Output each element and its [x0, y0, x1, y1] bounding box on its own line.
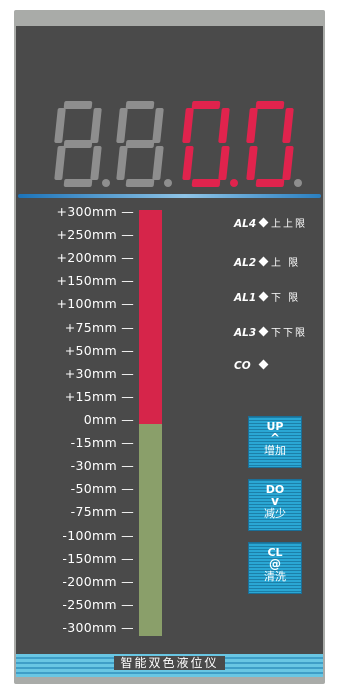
segment-e [116, 146, 128, 180]
segment-c [218, 146, 230, 180]
scale-label: +50mm — [64, 342, 134, 358]
alarm-code: AL4 [234, 218, 257, 230]
scale-label: -300mm — [62, 620, 134, 635]
alarm-code: CO [234, 360, 251, 372]
up-button-code: UP [266, 420, 284, 433]
alarm-al2: AL2 上 限 [234, 254, 300, 270]
up-button-label: 增加 [264, 444, 286, 457]
seven-segment-display [54, 101, 316, 191]
segment-f [182, 108, 194, 143]
digit-4 [246, 101, 302, 187]
digit-2 [116, 101, 172, 187]
segment-b [152, 108, 164, 143]
segment-a [255, 101, 285, 109]
segment-d [191, 179, 221, 187]
scale-label: +200mm — [56, 250, 134, 266]
scale-label: -250mm — [62, 596, 134, 612]
scale-label: 0mm — [83, 412, 134, 427]
device-title: 智能双色液位仪 [16, 656, 323, 670]
down-decrease-button[interactable]: DO v 减少 [248, 479, 302, 531]
decimal-point [230, 179, 238, 187]
clean-button[interactable]: CL @ 清洗 [248, 542, 302, 594]
segment-a [63, 101, 93, 109]
alarm-description: 下 限 [271, 293, 301, 304]
scale-label: +300mm — [56, 204, 134, 219]
segment-b [282, 108, 294, 143]
down-button-code: DO [265, 483, 285, 496]
scale-label: -75mm — [70, 504, 134, 520]
alarm-indicator-icon [258, 326, 269, 337]
digit-1 [54, 101, 110, 187]
alarm-indicator-icon [258, 217, 269, 228]
alarm-description: 上 限 [271, 258, 301, 269]
alarm-code: AL1 [234, 292, 257, 304]
level-bar-lower [139, 424, 162, 636]
scale-label: +15mm — [64, 388, 134, 404]
segment-c [282, 146, 294, 180]
alarm-co: CO [234, 359, 271, 375]
alarm-al4: AL4 上上限 [234, 215, 307, 231]
up-increase-button[interactable]: UP ^ 增加 [248, 416, 302, 468]
scale-label: -200mm — [62, 573, 134, 589]
scale-label: -100mm — [62, 527, 134, 543]
scale-label: -150mm — [62, 550, 134, 566]
scale-label: +250mm — [56, 227, 134, 243]
scale-label: +150mm — [56, 273, 134, 289]
segment-d [63, 179, 93, 187]
decimal-point [102, 179, 110, 187]
segment-a [191, 101, 221, 109]
decimal-point [294, 179, 302, 187]
segment-d [255, 179, 285, 187]
segment-e [182, 146, 194, 180]
segment-c [90, 146, 102, 180]
scale-label: -50mm — [70, 481, 134, 497]
alarm-al3: AL3 下下限 [234, 324, 307, 340]
alarm-al1: AL1 下 限 [234, 289, 300, 305]
segment-f [116, 108, 128, 143]
segment-b [90, 108, 102, 143]
alarm-code: AL2 [234, 257, 257, 269]
up-arrow-icon: ^ [269, 431, 281, 445]
alarm-indicator-icon [258, 291, 269, 302]
alarm-code: AL3 [234, 327, 257, 339]
instrument-panel: +300mm — +250mm — +200mm — +150mm — +100mm —… [16, 26, 323, 677]
display-separator [18, 194, 321, 198]
alarm-indicator-icon [258, 359, 269, 370]
at-symbol-icon: @ [269, 557, 281, 571]
segment-d [125, 179, 155, 187]
decimal-point [164, 179, 172, 187]
alarm-indicator-icon [258, 256, 269, 267]
segment-g [63, 140, 93, 148]
alarm-description: 上上限 [271, 219, 307, 230]
segment-g [125, 140, 155, 148]
clean-button-label: 清洗 [264, 570, 286, 583]
segment-b [218, 108, 230, 143]
segment-c [152, 146, 164, 180]
scale-label: -30mm — [70, 458, 134, 474]
digit-3 [182, 101, 238, 187]
down-button-label: 减少 [264, 507, 286, 520]
scale-label: +30mm — [64, 365, 134, 381]
down-arrow-icon: v [271, 494, 279, 508]
segment-e [246, 146, 258, 180]
level-bar-upper [139, 210, 162, 424]
scale-label: -15mm — [70, 435, 134, 451]
scale-label: +75mm — [64, 319, 134, 335]
segment-f [246, 108, 258, 143]
alarm-description: 下下限 [271, 328, 307, 339]
device-title-text: 智能双色液位仪 [114, 656, 225, 670]
segment-a [125, 101, 155, 109]
scale-label: +100mm — [56, 296, 134, 312]
segment-e [54, 146, 66, 180]
segment-f [54, 108, 66, 143]
clean-button-code: CL [267, 546, 283, 559]
